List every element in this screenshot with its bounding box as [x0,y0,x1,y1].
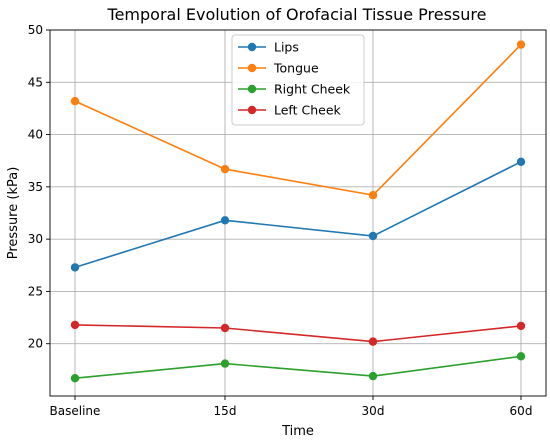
plot-frame [49,29,547,397]
data-point-tongue [368,191,378,200]
data-point-lips [70,263,80,272]
data-point-left-cheek [516,321,526,331]
legend-item-right-cheek: Right Cheek [238,82,351,97]
data-point-tongue [70,96,80,106]
series-line-tongue [74,44,522,197]
series-line-lips [74,161,522,269]
legend-label-lips: Lips [274,40,299,55]
x-tick-label: 30d [362,404,385,418]
y-tick-label: 30 [28,232,43,246]
series-tongue [70,40,526,200]
legend-label-tongue: Tongue [273,61,319,76]
legend-box [231,34,365,126]
series-lips [70,157,526,272]
legend-item-lips: Lips [238,40,299,55]
y-tick-label: 45 [28,75,43,89]
data-point-right-cheek [368,371,378,381]
series-right-cheek [70,352,526,383]
legend-label-left-cheek: Left Cheek [274,103,342,118]
series-left-cheek [70,320,526,346]
data-point-lips [516,157,526,166]
x-tick-label: Baseline [50,404,101,418]
data-point-left-cheek [220,323,230,333]
data-point-right-cheek [70,374,80,383]
y-tick-label: 25 [28,284,43,298]
chart-title: Temporal Evolution of Orofacial Tissue P… [107,5,487,24]
legend-label-right-cheek: Right Cheek [274,82,351,97]
series-layer [70,40,526,383]
y-tick-label: 35 [28,180,43,194]
x-tick-label: 15d [214,404,237,418]
data-point-left-cheek [368,337,378,346]
legend-item-left-cheek: Left Cheek [238,103,342,118]
legend-marker-right-cheek [247,84,257,94]
data-point-right-cheek [220,359,230,368]
data-point-lips [220,216,230,225]
x-tick-label: 60d [510,404,533,418]
y-tick-label: 20 [28,337,43,351]
legend-marker-left-cheek [247,105,257,115]
legend: Lips Tongue Right Cheek Left Cheek [231,34,365,126]
data-point-lips [368,231,378,241]
series-line-left-cheek [74,324,522,343]
y-axis-label: Pressure (kPa) [6,167,21,260]
legend-item-tongue: Tongue [238,61,319,76]
data-point-tongue [220,164,230,174]
data-point-tongue [516,40,526,49]
y-tick-label: 50 [28,23,43,37]
legend-marker-lips [247,42,257,52]
y-tick-label: 40 [28,128,43,142]
series-line-right-cheek [74,355,522,379]
axis-ticks: Baseline 15d 30d 60d 20 25 30 35 40 45 50 [28,23,533,418]
legend-marker-tongue [247,63,257,73]
x-axis-label: Time [281,424,314,439]
data-point-right-cheek [516,352,526,361]
data-point-left-cheek [70,320,80,330]
